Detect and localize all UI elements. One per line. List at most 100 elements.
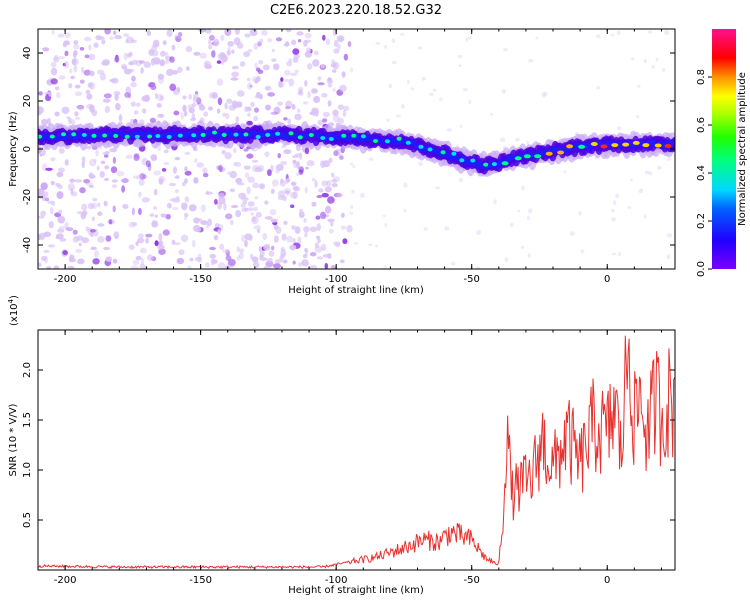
spectrogram-noise-blob xyxy=(596,85,600,90)
spectrogram-noise-blob xyxy=(148,49,155,56)
ridge-peak xyxy=(221,132,227,137)
spectrogram-noise-blob xyxy=(578,211,582,216)
spectrogram-noise-blob xyxy=(153,170,162,176)
spectrogram-noise-blob xyxy=(162,40,167,46)
spectrogram-noise-blob xyxy=(82,210,88,216)
spectrogram-noise-blob xyxy=(227,171,231,176)
spectrogram-noise-blob xyxy=(275,37,283,42)
spectrogram-noise-blob xyxy=(150,154,158,161)
spectrogram-noise-blob xyxy=(138,191,142,198)
spectrogram-noise-blob xyxy=(657,165,662,170)
spectrogram-noise-blob xyxy=(208,44,213,50)
spectrogram-noise-blob xyxy=(250,212,254,216)
spectrogram-noise-blob xyxy=(112,205,116,213)
spectrogram-noise-blob xyxy=(432,88,437,92)
ridge-peak xyxy=(200,132,206,137)
spectrogram-noise-blob xyxy=(56,171,64,178)
spectrogram-noise-blob xyxy=(87,203,95,210)
spectrogram-x-ticks: -200 -150 -100 -50 0 xyxy=(37,29,662,285)
spectrogram-noise-blob xyxy=(271,48,275,53)
spectrogram-noise-blob xyxy=(213,234,219,241)
spectrogram-noise-blob xyxy=(217,228,221,235)
spectrogram-noise-blob xyxy=(243,51,251,58)
spectrogram-noise-blob xyxy=(291,225,296,230)
snr-panel: -200 -150 -100 -50 0 0.5 1.0 1.5 2.0 Height of … xyxy=(7,295,676,596)
x-tick-label: 0 xyxy=(604,274,610,285)
spectrogram-noise-blob xyxy=(303,39,308,47)
ridge-peak xyxy=(255,134,261,139)
spectrogram-noise-blob xyxy=(182,104,187,113)
spectrogram-noise-blob xyxy=(242,200,248,205)
spectrogram-noise-blob xyxy=(651,64,655,69)
ridge-peak xyxy=(451,151,457,156)
spectrogram-noise-blob xyxy=(213,38,220,47)
spectrogram-noise-blob xyxy=(342,238,348,245)
spectrogram-noise-blob xyxy=(132,175,138,179)
spectrogram-noise-blob xyxy=(152,39,160,48)
spectrogram-noise-blob xyxy=(317,119,324,126)
spectrogram-noise-blob xyxy=(241,207,247,212)
spectrogram-noise-blob xyxy=(211,50,216,58)
spectrogram-noise-blob xyxy=(83,179,91,184)
spectrogram-noise-blob xyxy=(384,44,387,49)
spectrogram-noise-blob xyxy=(193,51,201,56)
spectrogram-noise-blob xyxy=(125,39,129,44)
ridge-peak xyxy=(642,143,650,148)
spectrogram-noise-blob xyxy=(326,79,334,84)
spectrogram-noise-blob xyxy=(290,181,297,186)
spectrogram-noise-blob xyxy=(186,66,190,71)
spectrogram-noise-blob xyxy=(64,221,69,229)
spectrogram-noise-blob xyxy=(68,83,73,89)
spectrogram-noise-blob xyxy=(521,185,525,191)
spectrogram-noise-blob xyxy=(209,253,216,259)
spectrogram-noise-blob xyxy=(250,253,254,260)
spectrogram-noise-blob xyxy=(236,90,245,97)
x-tick-label: -50 xyxy=(464,274,480,285)
spectrogram-noise-blob xyxy=(91,216,96,222)
spectrogram-noise-blob xyxy=(269,209,277,216)
spectrogram-noise-blob xyxy=(504,257,508,263)
spectrogram-noise-blob xyxy=(270,218,278,223)
spectrogram-noise-blob xyxy=(40,256,47,261)
spectrogram-noise-blob xyxy=(291,39,297,46)
spectrogram-noise-blob xyxy=(112,156,116,164)
spectrogram-noise-blob xyxy=(298,262,302,267)
spectrogram-noise-blob xyxy=(43,231,52,238)
spectrogram-noise-blob xyxy=(216,108,221,114)
spectrogram-noise-blob xyxy=(47,265,52,269)
spectrogram-noise-blob xyxy=(314,50,319,56)
spectrogram-noise-blob xyxy=(644,170,650,175)
spectrogram-noise-blob xyxy=(327,100,332,107)
spectrogram-noise-blob xyxy=(139,247,147,254)
spectrogram-noise-blob xyxy=(169,83,176,91)
spectrogram-noise-blob xyxy=(264,151,270,157)
spectrogram-noise-blob xyxy=(231,49,235,54)
spectrogram-noise-blob xyxy=(325,205,332,214)
spectrogram-noise-blob xyxy=(321,192,329,198)
spectrogram-noise-blob xyxy=(400,103,405,109)
spectrogram-noise-blob xyxy=(458,64,462,67)
spectrogram-noise-blob xyxy=(280,77,284,82)
spectrogram-noise-blob xyxy=(617,252,622,257)
spectrogram-noise-blob xyxy=(59,238,67,242)
spectrogram-noise-blob xyxy=(332,88,336,92)
spectrogram-noise-blob xyxy=(137,233,144,239)
ridge-peak xyxy=(102,133,108,138)
spectrogram-noise-blob xyxy=(200,220,208,226)
spectrogram-noise-blob xyxy=(218,196,226,205)
ridge-peak xyxy=(373,139,378,143)
spectrogram-noise-blob xyxy=(133,154,140,161)
spectrogram-noise-blob xyxy=(131,222,138,227)
spectrogram-noise-blob xyxy=(86,93,93,100)
spectrogram-noise-blob xyxy=(254,196,259,200)
ridge-peak xyxy=(566,144,574,149)
ridge-peak xyxy=(590,142,598,146)
spectrogram-noise-blob xyxy=(468,99,472,105)
spectrogram-noise-blob xyxy=(615,193,619,198)
spectrogram-noise-blob xyxy=(165,51,169,59)
spectrogram-noise-blob xyxy=(104,151,110,155)
x-tick-label: -200 xyxy=(54,575,77,586)
spectrogram-noise-blob xyxy=(101,60,109,66)
spectrogram-noise-blob xyxy=(209,34,215,41)
spectrogram-noise-blob xyxy=(38,146,42,154)
